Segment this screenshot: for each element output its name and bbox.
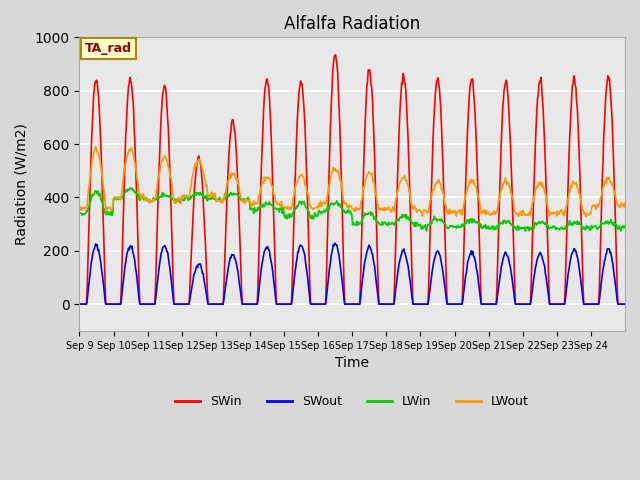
LWin (76, 210, 83, 216)
LWout (621, 200, 629, 205)
Text: TA_rad: TA_rad (85, 42, 132, 55)
SWout (240, 301, 248, 307)
SWout (621, 301, 629, 307)
SWout (267, 257, 275, 263)
SWin (140, 301, 147, 307)
LWin (522, 228, 529, 234)
SWin (287, 301, 295, 307)
LWout (140, 196, 148, 202)
LWin (140, 197, 148, 203)
SWin (76, 301, 83, 307)
SWout (140, 301, 147, 307)
LWin (440, 220, 447, 226)
LWout (268, 182, 275, 188)
LWin (288, 212, 296, 218)
LWout (440, 192, 447, 198)
LWin (621, 223, 629, 228)
SWout (440, 274, 447, 280)
SWin (240, 301, 248, 307)
SWout (287, 301, 295, 307)
Line: SWin: SWin (79, 55, 625, 304)
SWin (409, 301, 417, 307)
Y-axis label: Radiation (W/m2): Radiation (W/m2) (15, 123, 29, 245)
SWout (409, 301, 417, 307)
LWout (409, 206, 417, 212)
SWin (267, 122, 275, 128)
Line: LWout: LWout (79, 146, 625, 217)
SWout (76, 301, 83, 307)
LWout (288, 203, 296, 208)
SWin (332, 52, 339, 58)
Title: Alfalfa Radiation: Alfalfa Radiation (284, 15, 420, 33)
LWout (76, 205, 83, 211)
Legend: SWin, SWout, LWin, LWout: SWin, SWout, LWin, LWout (170, 390, 534, 413)
SWout (331, 240, 339, 246)
LWout (582, 214, 589, 220)
Line: SWout: SWout (79, 243, 625, 304)
Line: LWin: LWin (79, 188, 625, 231)
SWin (440, 183, 447, 189)
SWin (621, 301, 629, 307)
LWin (268, 202, 275, 207)
LWin (409, 220, 417, 226)
X-axis label: Time: Time (335, 356, 369, 370)
LWin (241, 197, 248, 203)
LWin (126, 185, 134, 191)
LWout (92, 144, 100, 149)
LWout (241, 201, 248, 206)
